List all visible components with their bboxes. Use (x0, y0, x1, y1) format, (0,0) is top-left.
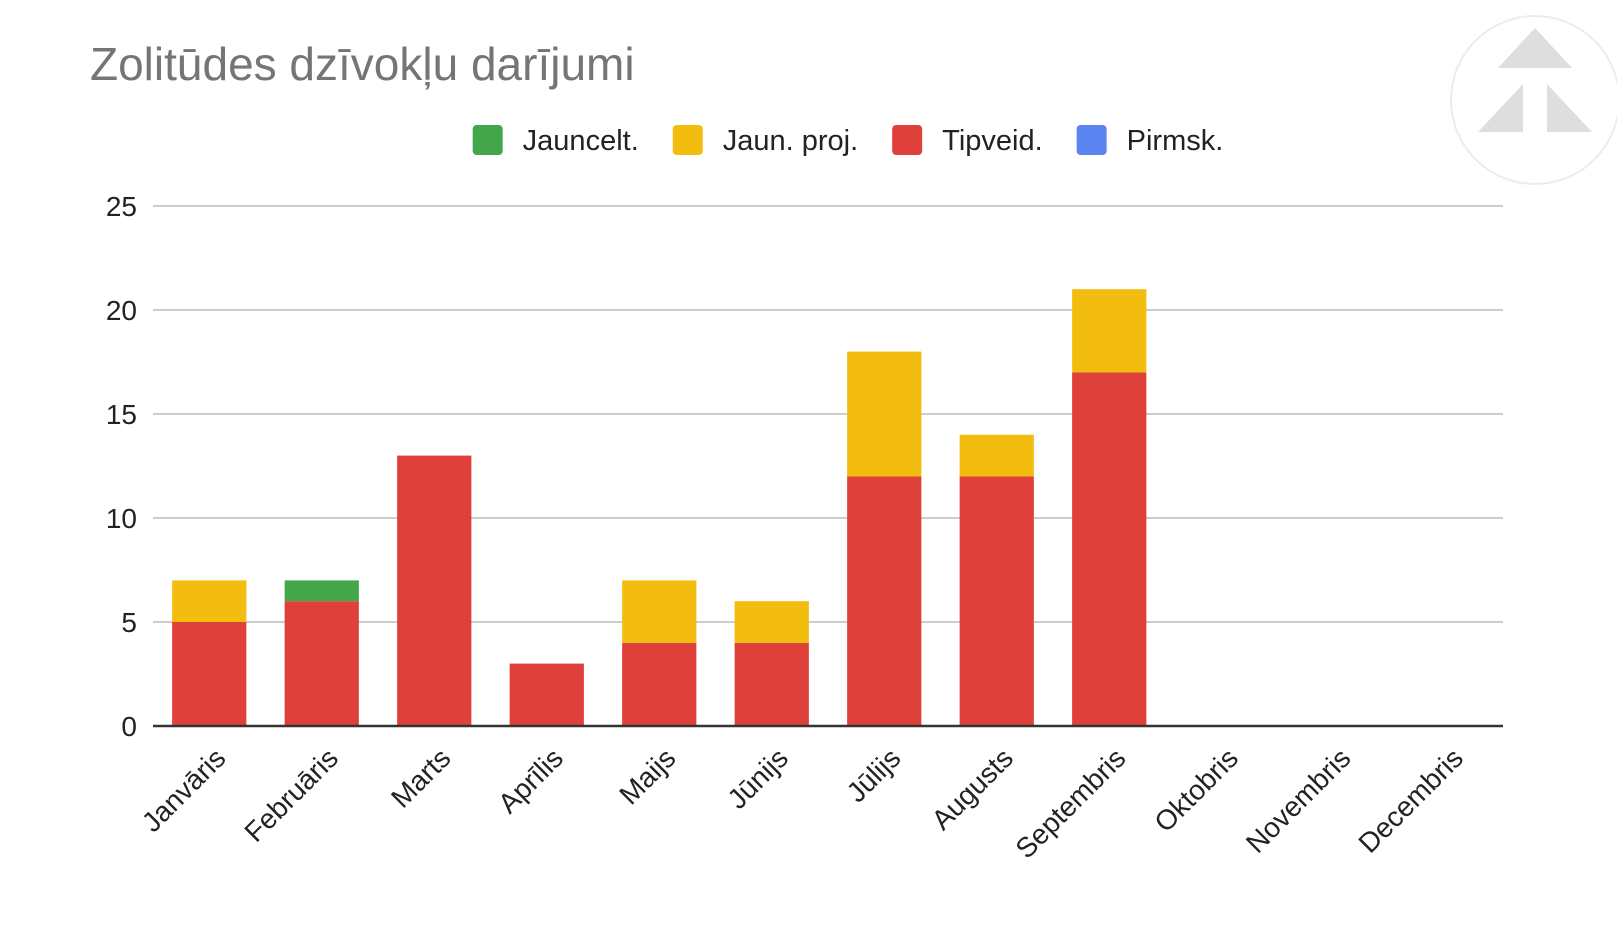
y-tick-label: 20 (106, 295, 137, 326)
bar-julijs-jaun-proj (847, 351, 922, 477)
x-tick-label: Jūlijs (841, 742, 907, 808)
x-tick-label: Decembris (1352, 742, 1469, 859)
legend-swatch (472, 125, 503, 155)
legend-label: Jauncelt. (523, 125, 639, 157)
x-tick-label: Marts (385, 742, 456, 813)
bar-marts-tipveid (397, 455, 472, 726)
y-axis-ticks: 0 5 10 15 20 25 (106, 191, 137, 742)
x-tick-label: Maijs (613, 742, 681, 810)
bar-maijs-tipveid (622, 642, 697, 726)
y-tick-label: 10 (106, 503, 137, 534)
bar-junijs-jaun-proj (734, 601, 809, 643)
x-tick-label: Novembris (1240, 742, 1357, 859)
bar-septembris-jaun-proj (1072, 289, 1147, 373)
x-tick-label: Septembris (1009, 742, 1131, 864)
legend-item-pirmsk: Pirmsk. (1076, 125, 1224, 157)
bar-augusts-tipveid (959, 476, 1034, 726)
legend-swatch (1076, 125, 1107, 155)
y-tick-label: 0 (121, 711, 137, 742)
legend-swatch (892, 125, 923, 155)
y-tick-label: 15 (106, 399, 137, 430)
x-tick-label: Janvāris (136, 742, 232, 838)
x-tick-label: Jūnijs (721, 742, 794, 815)
bar-julijs-tipveid (847, 476, 922, 726)
x-tick-label: Augusts (926, 742, 1019, 835)
legend-label: Tipveid. (942, 125, 1042, 157)
x-axis-ticks: Janvāris Februāris Marts Aprīlis Maijs Jūnijs… (136, 742, 1469, 864)
x-tick-label: Aprīlis (492, 742, 569, 819)
y-tick-label: 25 (106, 191, 137, 222)
bar-augusts-jaun-proj (959, 434, 1034, 477)
bars (153, 289, 1503, 728)
bar-janvaris-tipveid (172, 622, 247, 726)
chart-title: Zolitūdes dzīvokļu darījumi (90, 38, 635, 90)
legend-label: Jaun. proj. (723, 125, 858, 157)
legend-item-jauncelt: Jauncelt. (472, 125, 639, 157)
legend-label: Pirmsk. (1127, 125, 1224, 157)
x-tick-label: Februāris (238, 742, 344, 848)
legend-item-tipveid: Tipveid. (892, 125, 1043, 157)
bar-aprilis-tipveid (509, 663, 584, 726)
bar-februaris-jauncelt (284, 580, 359, 602)
x-tick-label: Oktobris (1148, 742, 1244, 838)
bar-septembris-tipveid (1072, 372, 1147, 726)
y-tick-label: 5 (121, 607, 137, 638)
bar-maijs-jaun-proj (622, 580, 697, 643)
bar-junijs-tipveid (734, 642, 809, 726)
legend-item-jaun-proj: Jaun. proj. (672, 125, 858, 157)
legend-swatch (672, 125, 703, 155)
bar-janvaris-jaun-proj (172, 580, 247, 622)
chart-legend: Jauncelt. Jaun. proj. Tipveid. Pirmsk. (472, 125, 1224, 157)
bar-februaris-tipveid (284, 601, 359, 726)
grid-lines (153, 205, 1503, 623)
triangle-logo-icon (1450, 15, 1617, 185)
